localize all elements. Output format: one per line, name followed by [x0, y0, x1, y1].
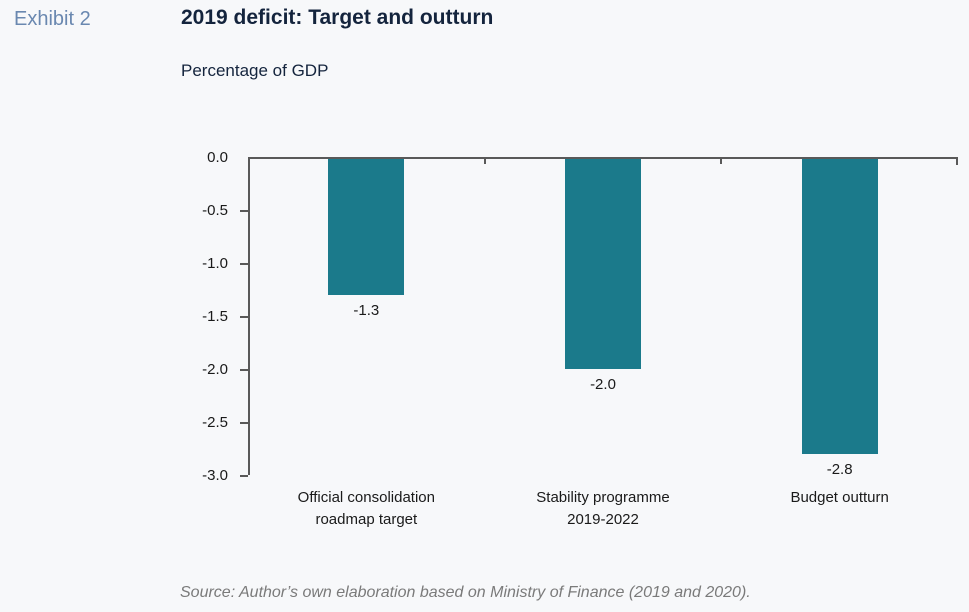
- y-tick-label: -0.5: [202, 202, 228, 219]
- source-note: Source: Author’s own elaboration based o…: [180, 584, 751, 601]
- y-axis-tick: [240, 475, 248, 477]
- bar-value-label: -1.3: [353, 301, 380, 319]
- chart-title: 2019 deficit: Target and outturn: [181, 6, 494, 29]
- bar-1: [565, 157, 641, 369]
- x-axis-tick: [720, 157, 723, 164]
- y-axis-tick: [240, 422, 248, 424]
- bar-2: [801, 157, 878, 454]
- chart-subtitle: Percentage of GDP: [181, 61, 329, 80]
- y-tick-label: -1.0: [202, 255, 228, 272]
- x-category-label: Stability programme 2019-2022: [536, 489, 670, 528]
- x-axis-tick: [483, 157, 486, 164]
- bar-value-label: -2.0: [590, 376, 616, 393]
- y-tick-label: 0.0: [207, 149, 228, 166]
- bar-0: [328, 157, 405, 295]
- y-axis-tick: [240, 210, 248, 212]
- y-axis-tick: [240, 316, 248, 318]
- y-tick-label: -1.5: [202, 308, 228, 325]
- y-tick-label: -2.0: [202, 361, 228, 378]
- y-tick-label: -2.5: [202, 414, 228, 431]
- x-category-label: Official consolidation roadmap target: [297, 489, 435, 528]
- bar-value-label: -2.8: [826, 460, 853, 478]
- x-axis-endcap: [956, 157, 958, 165]
- y-axis-line: [248, 157, 250, 475]
- y-axis-tick: [240, 369, 248, 371]
- y-tick-label: -3.0: [202, 467, 228, 484]
- exhibit-label: Exhibit 2: [14, 8, 91, 30]
- x-category-label: Budget outturn: [790, 489, 889, 506]
- y-axis-tick: [240, 263, 248, 265]
- x-axis-zero-line: [248, 157, 958, 159]
